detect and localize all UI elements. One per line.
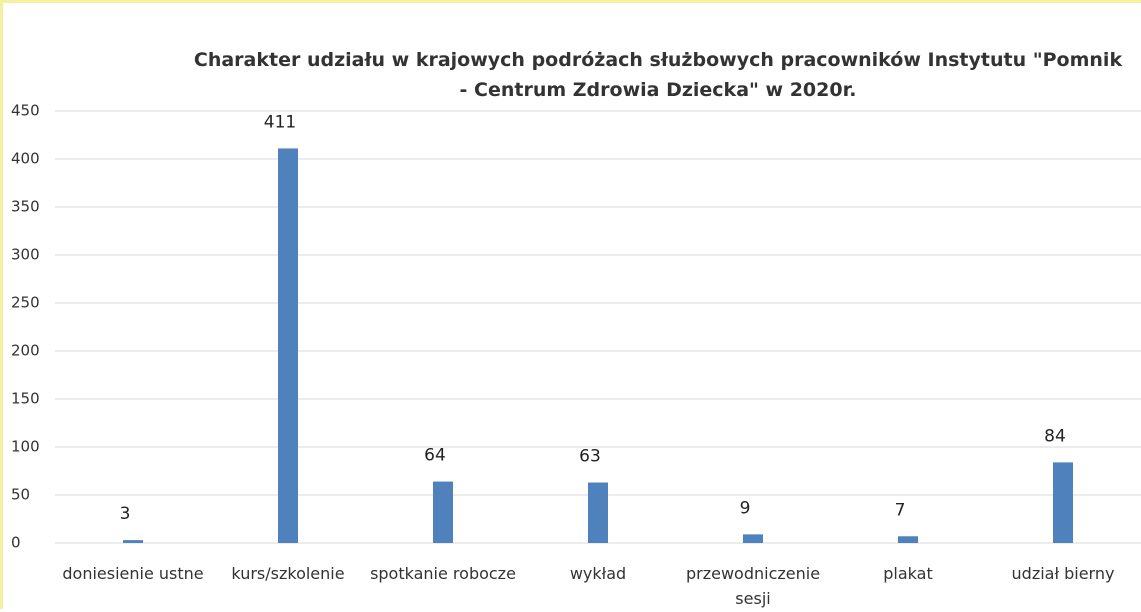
data-label: 7 [895, 500, 906, 520]
y-tick-label: 200 [11, 342, 40, 360]
data-label: 63 [579, 447, 601, 467]
data-label: 9 [740, 498, 751, 518]
bar [1053, 462, 1073, 543]
y-tick-label: 50 [11, 486, 30, 504]
y-tick-label: 0 [11, 534, 21, 552]
x-tick-label: doniesienie ustne [62, 564, 204, 583]
plot: 0 50 100 150 200 250 300 350 400 450 3 411 64 63 9 7 84 [11, 102, 1141, 552]
data-label: 3 [120, 504, 131, 524]
bar [898, 536, 918, 543]
bar [743, 534, 763, 543]
bar [123, 540, 143, 543]
data-label: 84 [1044, 426, 1066, 446]
y-tick-label: 250 [11, 294, 40, 312]
chart-title: Charakter udziału w krajowych podróżach … [193, 49, 1123, 101]
data-label: 64 [424, 446, 446, 466]
x-tick-label: plakat [883, 564, 933, 583]
y-tick-label: 300 [11, 246, 40, 264]
data-label: 411 [264, 112, 296, 132]
y-tick-label: 400 [11, 150, 40, 168]
bar [278, 148, 298, 543]
y-tick-label: 450 [11, 102, 40, 120]
x-tick-label: przewodniczenie sesji [685, 564, 821, 608]
y-tick-label: 350 [11, 198, 40, 216]
x-tick-label: wykład [569, 564, 627, 583]
x-tick-label: kurs/szkolenie [231, 564, 345, 583]
x-tick-label: spotkanie robocze [370, 564, 516, 583]
x-tick-label: udział bierny [1011, 564, 1115, 583]
y-tick-label: 150 [11, 390, 40, 408]
y-tick-label: 100 [11, 438, 40, 456]
bar [433, 481, 453, 543]
bar [588, 482, 608, 543]
